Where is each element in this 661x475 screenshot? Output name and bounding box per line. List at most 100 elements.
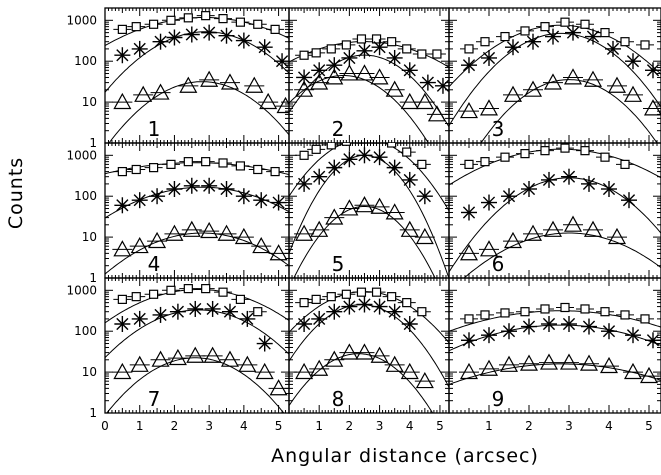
square-point (402, 298, 412, 308)
asterisk-point (341, 151, 358, 168)
triangle-point (200, 221, 219, 239)
square-point (371, 287, 382, 297)
asterisk-point (501, 323, 517, 340)
asterisk-point (386, 303, 403, 320)
asterisk-point (461, 332, 477, 349)
square-point (117, 294, 127, 304)
x-tick-label: 2 (525, 419, 533, 433)
square-point (341, 143, 351, 146)
asterisk-point (601, 181, 617, 198)
fit-curve-squares (105, 289, 289, 324)
panel-label: 5 (332, 252, 345, 276)
square-point (299, 150, 309, 160)
y-tick-label: 1000 (66, 13, 97, 27)
square-point (183, 284, 193, 294)
triangle-point (583, 220, 603, 237)
square-point (417, 49, 427, 59)
square-point (183, 157, 193, 167)
triangle-point (255, 362, 274, 380)
triangle-point (130, 236, 149, 254)
asterisk-point (401, 171, 418, 188)
square-point (432, 49, 442, 59)
square-point (218, 158, 228, 168)
y-tick-label: 1 (89, 406, 97, 420)
square-point (640, 314, 650, 324)
panel-ticks (448, 7, 661, 144)
triangle-point (503, 85, 523, 102)
square-point (131, 292, 141, 302)
panel-9: 9 (448, 277, 661, 414)
triangle-point (370, 68, 389, 85)
y-tick-label: 1000 (66, 148, 97, 162)
triangle-point (151, 83, 170, 100)
asterisk-point (386, 159, 403, 176)
asterisk-point (274, 53, 289, 70)
square-point (166, 285, 176, 295)
fit-curve-asterisks (449, 32, 661, 126)
triangle-point (539, 353, 559, 370)
triangle-point (370, 346, 389, 363)
square-point (402, 44, 412, 54)
square-point (149, 163, 159, 173)
panel-data (289, 34, 449, 143)
triangle-point (148, 231, 167, 249)
triangle-point (543, 220, 563, 237)
square-point (620, 159, 630, 169)
x-axis-label: Angular distance (arcsec) (271, 445, 539, 467)
square-point (640, 40, 650, 50)
triangle-point (310, 220, 329, 237)
asterisk-point (545, 28, 561, 45)
square-point (356, 287, 367, 297)
panel-1: 1 (104, 7, 290, 144)
triangle-point (325, 350, 344, 367)
square-point (117, 24, 127, 34)
panel-label: 7 (148, 387, 161, 411)
square-point (371, 34, 382, 44)
x-tick-label: 5 (645, 419, 653, 433)
triangle-point (325, 208, 344, 225)
asterisk-point (311, 310, 328, 327)
triangle-point (415, 371, 434, 389)
panel-data (449, 302, 661, 385)
panel-ticks (104, 142, 289, 279)
square-point (356, 34, 367, 44)
panel-data (289, 143, 449, 278)
square-point (387, 37, 397, 47)
triangle-point (186, 346, 205, 363)
fit-curve-triangles (463, 232, 661, 278)
triangle-point (385, 203, 404, 220)
square-point (520, 307, 530, 317)
triangle-point (385, 355, 404, 372)
square-point (480, 310, 490, 320)
panel-ticks (448, 277, 661, 414)
asterisk-point (356, 147, 373, 164)
square-point (480, 157, 490, 167)
panel-label: 3 (492, 117, 505, 141)
asterisk-point (183, 177, 200, 194)
square-point (166, 159, 176, 169)
square-point (600, 307, 610, 317)
square-point (117, 166, 127, 177)
asterisk-point (311, 62, 328, 79)
asterisk-point (505, 39, 521, 56)
square-point (520, 26, 530, 36)
triangle-point (134, 85, 153, 102)
square-point (235, 17, 245, 27)
triangle-point (583, 70, 603, 87)
x-tick-label: 1 (315, 419, 323, 433)
asterisk-point (235, 32, 252, 49)
triangle-point (607, 76, 627, 93)
x-tick-label: 4 (406, 419, 414, 433)
triangle-point (113, 240, 132, 257)
square-point (149, 19, 159, 29)
asterisk-point (131, 192, 148, 209)
panel-ticks (288, 7, 449, 144)
triangle-point (179, 76, 198, 93)
square-point (560, 143, 570, 153)
asterisk-point (152, 33, 169, 50)
panel-label: 4 (148, 252, 161, 276)
square-point (311, 144, 321, 154)
asterisk-point (621, 192, 637, 209)
fit-curve-asterisks (449, 324, 661, 352)
y-tick-label: 1 (89, 136, 97, 150)
